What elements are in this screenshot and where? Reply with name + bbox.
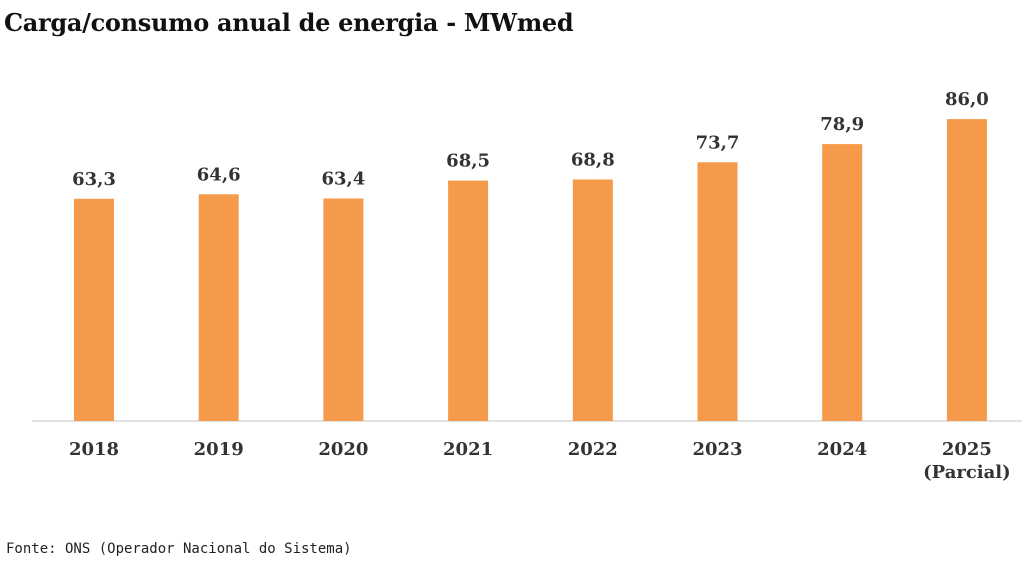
- data-label-2024: 78,9: [820, 114, 864, 135]
- tick-label-2018: 2018: [69, 439, 119, 460]
- bar-2019: [198, 194, 239, 421]
- chart-title: Carga/consumo anual de energia - MWmed: [4, 8, 574, 37]
- tick-label-2024: 2024: [817, 439, 867, 460]
- bar-2022: [572, 179, 613, 421]
- bar-2018: [74, 198, 114, 421]
- data-label-2023: 73,7: [696, 132, 740, 153]
- tick-label-2025: 2025 (Parcial): [923, 439, 1011, 483]
- data-label-2021: 68,5: [446, 151, 490, 172]
- data-label-2019: 64,6: [197, 164, 241, 185]
- source-note: Fonte: ONS (Operador Nacional do Sistema…: [6, 541, 352, 557]
- tick-label-2021: 2021: [443, 439, 493, 460]
- bar-2021: [448, 180, 489, 421]
- data-label-2025: 86,0: [945, 89, 989, 110]
- tick-label-2022: 2022: [568, 439, 618, 460]
- tick-label-2020: 2020: [318, 439, 368, 460]
- bar-2020: [323, 198, 364, 421]
- tick-label-2019: 2019: [194, 439, 244, 460]
- data-label-2018: 63,3: [72, 169, 116, 190]
- bar-2025: [946, 119, 987, 421]
- tick-label-2023: 2023: [692, 439, 742, 460]
- data-label-2020: 63,4: [321, 169, 365, 190]
- bar-2024: [822, 144, 863, 421]
- bar-2023: [697, 162, 738, 422]
- data-label-2022: 68,8: [571, 150, 615, 171]
